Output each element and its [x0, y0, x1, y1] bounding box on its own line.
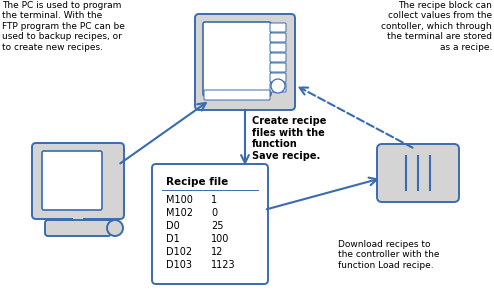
- FancyBboxPatch shape: [270, 63, 286, 72]
- FancyBboxPatch shape: [42, 151, 102, 210]
- Text: D0: D0: [166, 221, 180, 231]
- FancyBboxPatch shape: [377, 144, 459, 202]
- Text: 12: 12: [211, 247, 223, 257]
- Circle shape: [107, 220, 123, 236]
- FancyBboxPatch shape: [270, 83, 286, 92]
- Ellipse shape: [271, 79, 285, 93]
- FancyBboxPatch shape: [204, 90, 270, 100]
- Text: D103: D103: [166, 260, 192, 270]
- FancyBboxPatch shape: [270, 33, 286, 42]
- Text: Create recipe
files with the
function
Save recipe.: Create recipe files with the function Sa…: [252, 116, 327, 161]
- Text: The recipe block can
collect values from the
contoller, which through
the termin: The recipe block can collect values from…: [381, 1, 492, 52]
- FancyBboxPatch shape: [32, 143, 124, 219]
- Text: D1: D1: [166, 234, 180, 244]
- FancyBboxPatch shape: [195, 14, 295, 110]
- Text: 100: 100: [211, 234, 229, 244]
- Text: M100: M100: [166, 195, 193, 205]
- FancyBboxPatch shape: [270, 23, 286, 32]
- Text: D102: D102: [166, 247, 192, 257]
- Text: 25: 25: [211, 221, 223, 231]
- FancyBboxPatch shape: [270, 53, 286, 62]
- Text: 1: 1: [211, 195, 217, 205]
- Text: Recipe file: Recipe file: [166, 177, 228, 187]
- Text: M102: M102: [166, 208, 193, 218]
- Text: Download recipes to
the controller with the
function Load recipe.: Download recipes to the controller with …: [338, 240, 440, 270]
- FancyBboxPatch shape: [270, 43, 286, 52]
- FancyBboxPatch shape: [203, 22, 271, 96]
- FancyBboxPatch shape: [270, 73, 286, 82]
- FancyBboxPatch shape: [152, 164, 268, 284]
- Bar: [73, 215, 83, 225]
- Text: 1123: 1123: [211, 260, 236, 270]
- Text: 0: 0: [211, 208, 217, 218]
- Text: The PC is used to program
the terminal. With the
FTP program the PC can be
used : The PC is used to program the terminal. …: [2, 1, 125, 52]
- FancyBboxPatch shape: [45, 220, 111, 236]
